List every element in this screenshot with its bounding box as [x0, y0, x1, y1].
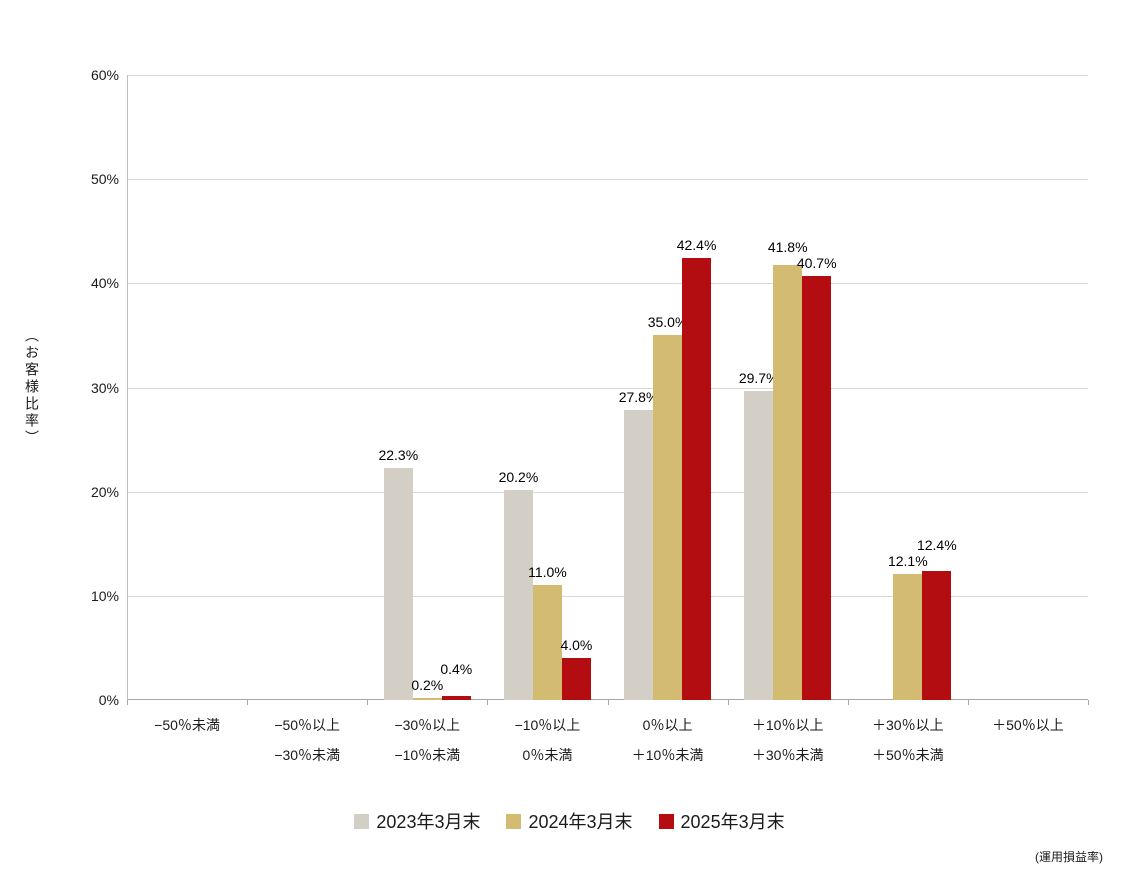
bar [412, 697, 442, 700]
x-category-label-line: ＋10％以上 [751, 717, 824, 733]
x-category-label-line: −50％未満 [154, 717, 220, 733]
x-axis-tick [727, 700, 729, 705]
legend-item: 2025年3月末 [658, 808, 785, 834]
bar-value-label: 4.0% [560, 637, 593, 654]
y-axis-tick-label: 10% [90, 587, 119, 604]
y-axis-tick-label: 20% [90, 483, 119, 500]
bar [744, 390, 774, 700]
bar [441, 695, 471, 700]
legend: 2023年3月末 2024年3月末 2025年3月末 [0, 808, 1139, 834]
bar-value-label: 42.4% [676, 237, 717, 254]
plot-area: 22.3% 0.2% 0.4% 20.2% 11.0% 4.0% 27.8% 35.0% 42.… [127, 75, 1088, 700]
y-axis-title: （お客様比率） [24, 328, 40, 447]
x-category-label-line: −50％以上 [274, 717, 341, 733]
x-category-label-line: ＋30％以上 [872, 717, 944, 733]
x-axis-tick [1088, 700, 1089, 705]
x-axis-tick [487, 700, 489, 705]
x-category-label: −30％以上 −10％未満 [367, 710, 487, 770]
gridline [127, 179, 1088, 181]
bar [383, 467, 413, 700]
legend-swatch-icon [658, 813, 674, 829]
bar-value-label: 41.8% [767, 239, 808, 256]
bar-value-label: 40.7% [796, 255, 837, 272]
bar-value-label: 29.7% [738, 369, 779, 386]
y-axis-tick-label: 0% [98, 692, 119, 708]
x-axis-tick [967, 700, 969, 705]
x-category-label-line: ＋30％未満 [751, 747, 824, 763]
y-axis-tick-label: 40% [90, 275, 119, 292]
bar-value-label: 12.1% [887, 552, 928, 569]
x-category-label-line: ＋50％未満 [872, 747, 944, 763]
x-category-label-line: −30％未満 [274, 747, 341, 763]
bar [653, 335, 683, 700]
x-axis-tick [847, 700, 849, 705]
bar-value-label: 22.3% [378, 446, 419, 463]
x-category-label: 0％以上 ＋10％未満 [608, 710, 728, 770]
legend-swatch-icon [506, 813, 522, 829]
x-category-label-line: 0％以上 [642, 717, 693, 733]
y-axis-tick-label: 50% [90, 171, 119, 188]
bar [561, 658, 591, 700]
bar [624, 410, 654, 700]
legend-item: 2024年3月末 [506, 808, 633, 834]
gridline [127, 283, 1088, 285]
bar [893, 573, 923, 700]
x-category-label-line: −30％以上 [394, 717, 461, 733]
x-category-label-line: −10％以上 [514, 717, 581, 733]
bar-value-label: 11.0% [528, 564, 567, 581]
bar-value-label: 0.2% [411, 676, 444, 693]
bar-value-label: 12.4% [916, 536, 957, 553]
bar [503, 489, 533, 700]
x-axis-tick [127, 700, 128, 705]
gridline [127, 491, 1088, 493]
y-axis-tick-label: 30% [90, 379, 119, 396]
x-category-label-line: ＋50％以上 [992, 717, 1064, 733]
bar-value-label: 0.4% [440, 660, 473, 677]
x-axis-note: (運用損益率) [1035, 850, 1103, 864]
x-category-label: ＋50％以上 [968, 710, 1088, 740]
legend-label: 2023年3月末 [376, 812, 481, 832]
bar-value-label: 35.0% [647, 314, 688, 331]
x-category-label: ＋10％以上 ＋30％未満 [728, 710, 848, 770]
x-category-label-line: −10％未満 [394, 747, 461, 763]
bar [532, 585, 562, 700]
bar [682, 258, 712, 700]
bar [922, 570, 952, 700]
x-category-label: ＋30％以上 ＋50％未満 [848, 710, 968, 770]
gridline [127, 75, 1088, 76]
legend-item: 2023年3月末 [354, 808, 480, 834]
y-axis-tick-label: 60% [90, 67, 119, 83]
bar-value-label: 27.8% [618, 389, 659, 406]
x-category-label-line: ＋10％未満 [631, 747, 704, 763]
x-axis-line [127, 699, 1088, 700]
x-category-label: −50％以上 −30％未満 [247, 710, 367, 770]
x-axis-tick [607, 700, 609, 705]
bar [773, 264, 803, 700]
legend-label: 2025年3月末 [680, 812, 785, 832]
y-axis-line [127, 75, 128, 700]
x-category-label-line: 0％未満 [522, 747, 573, 763]
legend-swatch-icon [354, 813, 370, 829]
gridline [127, 595, 1088, 597]
x-axis-tick [247, 700, 249, 705]
x-axis-tick [367, 700, 369, 705]
gridline [127, 387, 1088, 389]
legend-label: 2024年3月末 [528, 812, 633, 832]
x-category-label: −50％未満 [127, 710, 247, 740]
bar-value-label: 20.2% [498, 468, 539, 485]
x-category-label: −10％以上 0％未満 [487, 710, 607, 770]
bar [802, 276, 832, 700]
